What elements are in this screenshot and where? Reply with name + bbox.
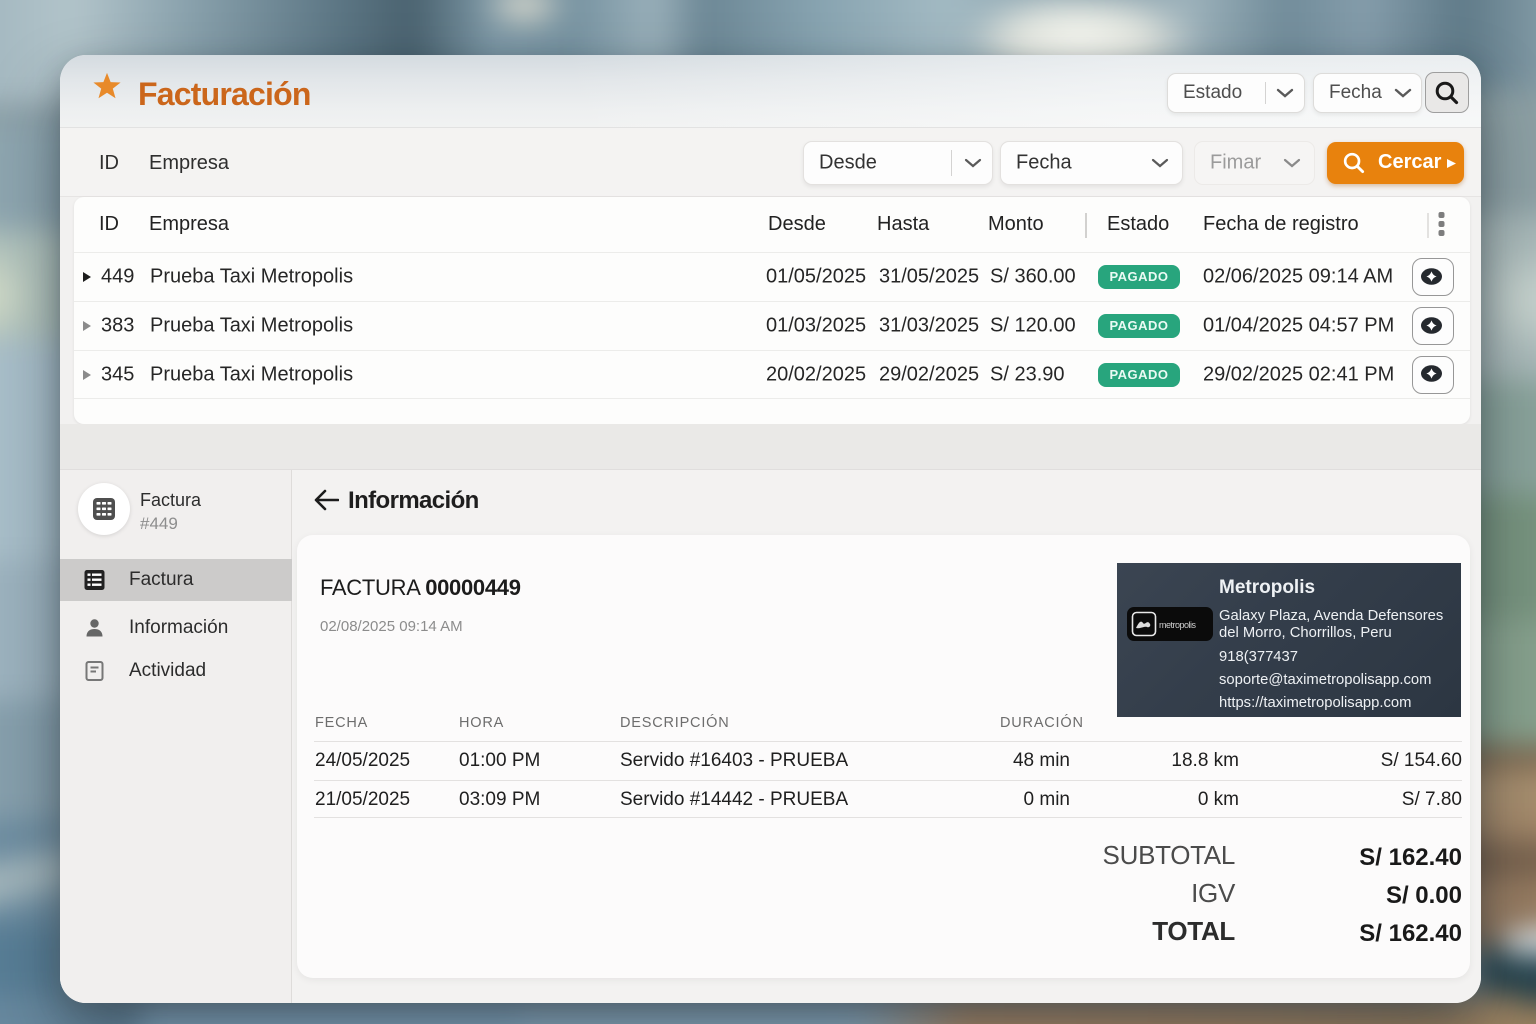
svg-text:metropolis: metropolis bbox=[1159, 620, 1197, 630]
